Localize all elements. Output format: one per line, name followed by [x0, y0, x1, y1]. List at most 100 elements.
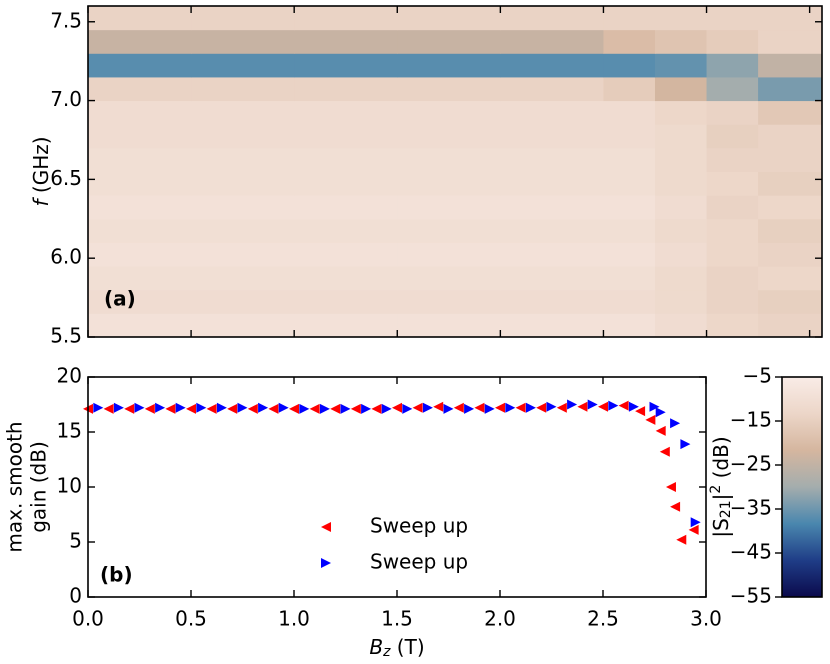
- legend-label: Sweep up: [370, 550, 468, 574]
- data-point: [546, 401, 557, 412]
- x-tick-label: 0.0: [72, 607, 104, 631]
- data-point: [676, 534, 687, 545]
- heatmap-cell: [654, 53, 708, 78]
- heatmap-cell: [758, 171, 823, 196]
- heatmap-cell: [500, 313, 604, 338]
- heatmap-cell: [500, 242, 604, 267]
- data-point: [134, 402, 145, 413]
- heatmap-cell: [88, 313, 192, 338]
- x-axis-label: Bz (T): [369, 635, 424, 661]
- data-point: [474, 402, 485, 413]
- heatmap-cell: [294, 195, 398, 220]
- x-tick-label: 3.0: [690, 607, 722, 631]
- heatmap-cell: [397, 171, 501, 196]
- heatmap-cell: [758, 147, 823, 172]
- heatmap-cell: [654, 242, 708, 267]
- data-point: [587, 399, 598, 410]
- heatmap-cell: [294, 218, 398, 243]
- heatmap-cell: [603, 313, 656, 338]
- y-axis-label: gain (dB): [27, 441, 51, 533]
- colorbar-label-part: |: [709, 494, 733, 501]
- data-point: [299, 403, 310, 414]
- y-tick-label: 0: [69, 584, 82, 608]
- heatmap-cell: [191, 313, 295, 338]
- heatmap-cell: [191, 195, 295, 220]
- heatmap-cell: [88, 289, 192, 314]
- heatmap-cell: [706, 195, 759, 220]
- heatmap-cell: [603, 6, 656, 31]
- data-point: [635, 406, 646, 417]
- heatmap-cell: [758, 266, 823, 291]
- data-point: [412, 402, 423, 413]
- heatmap-cell: [603, 171, 656, 196]
- data-point: [433, 401, 444, 412]
- data-point: [340, 403, 351, 414]
- colorbar-label-part: |S: [709, 518, 733, 537]
- heatmap-cell: [500, 195, 604, 220]
- heatmap-cell: [191, 53, 295, 78]
- heatmap-cell: [500, 6, 604, 31]
- y-axis-label-part: f: [29, 197, 53, 207]
- heatmap-cell: [706, 289, 759, 314]
- data-point: [361, 403, 372, 414]
- x-tick-label: 1.0: [278, 607, 310, 631]
- heatmap-cell: [88, 124, 192, 149]
- heatmap-cell: [397, 218, 501, 243]
- data-point: [350, 403, 361, 414]
- heatmap-cell: [706, 29, 759, 54]
- heatmap-cell: [397, 100, 501, 125]
- heatmap-cell: [706, 242, 759, 267]
- data-point: [103, 403, 114, 414]
- heatmap-cell: [397, 289, 501, 314]
- plot-frame: [87, 5, 823, 338]
- data-point: [113, 402, 124, 413]
- data-point: [618, 400, 629, 411]
- heatmap-cell: [294, 53, 398, 78]
- colorbar-tick-label: −15: [730, 408, 772, 432]
- heatmap-cell: [397, 76, 501, 102]
- heatmap-cell: [654, 218, 708, 243]
- heatmap-cell: [603, 218, 656, 243]
- heatmap-cell: [603, 242, 656, 267]
- colorbar-tick-label: −45: [730, 540, 772, 564]
- x-tick-label: 1.5: [381, 607, 413, 631]
- heatmap-cell: [706, 53, 759, 78]
- data-point: [680, 439, 691, 450]
- heatmap-cell: [706, 147, 759, 172]
- heatmap-cell: [88, 266, 192, 291]
- legend-marker: [321, 558, 331, 568]
- heatmap-cell: [397, 124, 501, 149]
- y-tick-label: 7.5: [50, 8, 82, 32]
- heatmap-cell: [294, 266, 398, 291]
- colorbar-label-part: 21: [718, 500, 734, 518]
- data-point: [319, 403, 330, 414]
- data-point: [392, 402, 402, 413]
- heatmap-cell: [88, 53, 192, 78]
- y-tick-label: 6.0: [50, 245, 82, 269]
- heatmap-cell: [654, 313, 708, 338]
- data-point: [227, 403, 238, 414]
- data-point: [175, 402, 186, 413]
- heatmap-cell: [88, 6, 192, 31]
- heatmap-cell: [758, 218, 823, 243]
- heatmap-cell: [758, 289, 823, 314]
- heatmap-cell: [706, 6, 759, 31]
- heatmap-cell: [654, 289, 708, 314]
- data-point: [556, 402, 567, 413]
- heatmap-cell: [191, 6, 295, 31]
- legend-label: Sweep up: [370, 514, 468, 538]
- colorbar: [781, 376, 823, 598]
- data-point: [247, 403, 258, 414]
- heatmap-cell: [397, 29, 501, 54]
- data-point: [655, 425, 666, 436]
- heatmap-cell: [603, 147, 656, 172]
- heatmap-cell: [758, 53, 823, 78]
- data-point: [464, 403, 475, 414]
- heatmap-cell: [88, 171, 192, 196]
- heatmap-cell: [191, 289, 295, 314]
- heatmap-cell: [191, 266, 295, 291]
- heatmap-cell: [500, 266, 604, 291]
- data-point: [598, 401, 608, 412]
- data-point: [670, 501, 681, 512]
- data-point: [649, 401, 660, 412]
